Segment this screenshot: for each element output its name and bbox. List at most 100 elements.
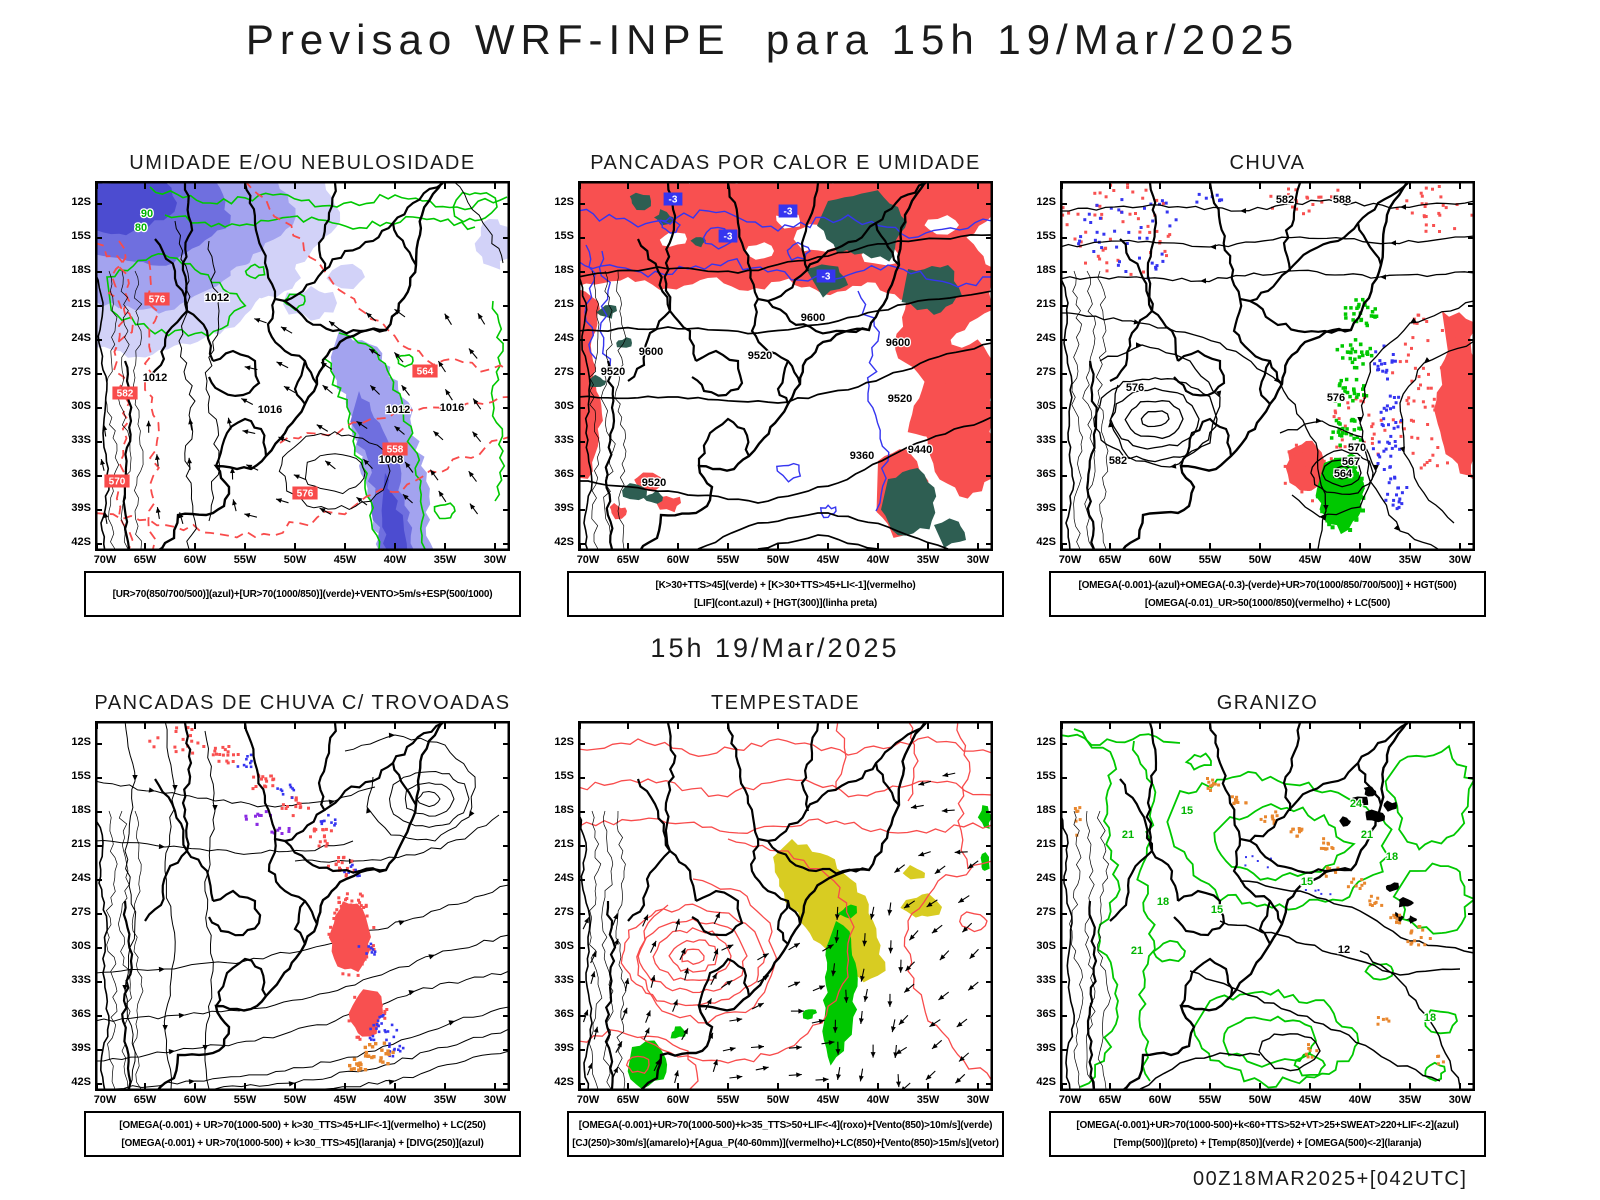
map-area: 9600 9600 9520 9600 9520 9520 9440 9360 9520 -3 -3… xyxy=(554,181,1004,617)
map-area: 582 588 576 582 576 570 567 564 12S 15S 18S 21S 24S… xyxy=(1036,181,1486,617)
lat-tick-label: 21S xyxy=(554,838,574,850)
lon-tick-label: 45W xyxy=(816,1094,840,1106)
lon-tick-label: 45W xyxy=(333,1094,357,1106)
lat-tick-label: 27S xyxy=(554,366,574,378)
legend-line: [Temp(500)](preto) + [Temp(850)](verde) … xyxy=(1113,1137,1422,1149)
contour-label: 9520 xyxy=(601,366,625,378)
lat-tick-label: 30S xyxy=(554,400,574,412)
lat-tick-label: 18S xyxy=(554,264,574,276)
lon-tick-label: 50W xyxy=(766,554,790,566)
weather-map: 15 21 24 21 18 15 18 15 21 18 12 xyxy=(1060,721,1475,1091)
lat-tick-label: 36S xyxy=(1036,468,1056,480)
lat-tick-label: 33S xyxy=(554,434,574,446)
contour-label: 576 xyxy=(149,295,166,306)
legend-line: [OMEGA(-0.001) + UR>70(1000-500) + k>30_… xyxy=(121,1137,484,1149)
lat-tick-label: 18S xyxy=(1036,804,1056,816)
legend-line: [UR>70(850/700/500)](azul)+[UR>70(1000/8… xyxy=(112,588,493,600)
model-run-label: 00Z18MAR2025+[042UTC] xyxy=(1193,1168,1468,1190)
lon-tick-label: 55W xyxy=(716,554,740,566)
lat-tick-label: 36S xyxy=(71,468,91,480)
lon-tick-label: 30W xyxy=(1448,554,1472,566)
legend-line: [OMEGA(-0.001) + UR>70(1000-500) + k>30_… xyxy=(119,1119,486,1131)
legend-line: [K>30+TTS>45](verde) + [K>30+TTS>45+LI<-… xyxy=(655,579,916,591)
legend-line: [OMEGA(-0.001)+UR>70(1000-500)+k>35_TTS>… xyxy=(578,1119,993,1131)
lat-tick-label: 15S xyxy=(71,230,91,242)
contour-label: 570 xyxy=(1348,442,1366,454)
contour-label: -3 xyxy=(669,195,678,206)
lon-tick-label: 45W xyxy=(333,554,357,566)
lat-tick-label: 42S xyxy=(71,536,91,548)
lat-tick-label: 36S xyxy=(71,1008,91,1020)
lat-tick-label: 15S xyxy=(1036,230,1056,242)
lon-tick-label: 30W xyxy=(483,1094,507,1106)
lon-tick-label: 50W xyxy=(1248,554,1272,566)
contour-label: 18 xyxy=(1386,851,1398,863)
legend-line: [OMEGA(-0.01)_UR>50(1000/850)(vermelho) … xyxy=(1144,597,1391,609)
lon-tick-label: 40W xyxy=(1348,1094,1372,1106)
contour-label: 90 xyxy=(141,208,153,220)
lon-tick-label: 30W xyxy=(483,554,507,566)
lon-tick-label: 55W xyxy=(233,554,257,566)
lat-tick-label: 18S xyxy=(554,804,574,816)
contour-label: 564 xyxy=(417,367,434,378)
lat-tick-label: 21S xyxy=(71,838,91,850)
contour-label: -3 xyxy=(822,272,831,283)
legend-box: [OMEGA(-0.001)+UR>70(1000-500)+k>35_TTS>… xyxy=(567,1111,1004,1157)
lon-tick-label: 35W xyxy=(1398,554,1422,566)
contour-label: 576 xyxy=(1126,382,1144,394)
lat-tick-label: 36S xyxy=(554,468,574,480)
contour-label: 15 xyxy=(1181,805,1193,817)
contour-label: 9440 xyxy=(908,444,932,456)
lon-tick-label: 60W xyxy=(1148,554,1172,566)
lon-tick-label: 45W xyxy=(1298,1094,1322,1106)
lat-tick-label: 33S xyxy=(71,974,91,986)
lon-tick-label: 55W xyxy=(1198,1094,1222,1106)
lon-tick-label: 35W xyxy=(916,554,940,566)
contour-label: 80 xyxy=(135,222,147,234)
lon-tick-label: 55W xyxy=(1198,554,1222,566)
lat-tick-label: 21S xyxy=(554,298,574,310)
lat-tick-label: 15S xyxy=(1036,770,1056,782)
valid-time-label: 15h 19/Mar/2025 xyxy=(650,633,900,663)
contour-label: 9600 xyxy=(886,337,910,349)
lon-tick-label: 60W xyxy=(183,554,207,566)
panel-title: PANCADAS POR CALOR E UMIDADE xyxy=(590,152,981,174)
lat-tick-label: 42S xyxy=(71,1076,91,1088)
lat-tick-label: 15S xyxy=(71,770,91,782)
map-area: 1012 1012 1016 1012 1016 1008 576 582 570 564 558 5… xyxy=(71,181,521,617)
weather-map: 1012 1012 1016 1012 1016 1008 576 582 570 564 558 5… xyxy=(95,181,510,551)
map-area: 15 21 24 21 18 15 18 15 21 18 12 12S 15S 18S 21S 24S 27… xyxy=(1036,721,1486,1157)
lon-tick-label: 45W xyxy=(1298,554,1322,566)
lon-tick-label: 45W xyxy=(816,554,840,566)
weather-map xyxy=(578,721,993,1091)
contour-label: 9600 xyxy=(801,312,825,324)
panel-trovoadas: PANCADAS DE CHUVA C/ TROVOADAS 12S 15S 18S… xyxy=(71,678,521,1157)
contour-label: 9520 xyxy=(888,393,912,405)
contour-label: 15 xyxy=(1211,904,1223,916)
lon-tick-label: 65W xyxy=(1098,554,1122,566)
lat-tick-label: 12S xyxy=(554,736,574,748)
panel-tempestade: TEMPESTADE 12S 15S 18S 21S 24S 27S 30S 33S 36S 39… xyxy=(554,678,1004,1157)
contour-label: 1016 xyxy=(440,402,464,414)
lat-tick-label: 39S xyxy=(71,1042,91,1054)
lat-tick-label: 27S xyxy=(71,906,91,918)
lon-tick-label: 50W xyxy=(283,1094,307,1106)
lat-tick-label: 30S xyxy=(1036,940,1056,952)
lat-tick-label: 24S xyxy=(71,872,91,884)
lat-tick-label: 30S xyxy=(1036,400,1056,412)
lat-tick-label: 12S xyxy=(554,196,574,208)
contour-label: 576 xyxy=(1327,392,1345,404)
lon-tick-label: 50W xyxy=(766,1094,790,1106)
contour-label: 1012 xyxy=(386,404,410,416)
lat-tick-label: 24S xyxy=(1036,332,1056,344)
lon-tick-label: 65W xyxy=(616,1094,640,1106)
lat-tick-label: 33S xyxy=(71,434,91,446)
map-area: 12S 15S 18S 21S 24S 27S 30S 33S 36S 39S 42S 70W 65W… xyxy=(554,721,1004,1157)
lat-tick-label: 15S xyxy=(554,230,574,242)
lat-tick-label: 36S xyxy=(554,1008,574,1020)
map-area: 12S 15S 18S 21S 24S 27S 30S 33S 36S 39S 42S 70W 65W… xyxy=(71,721,521,1157)
legend-line: [CJ(250)>30m/s](amarelo)+[Agua_P(40-60mm… xyxy=(572,1137,999,1149)
contour-label: 582 xyxy=(1109,455,1127,467)
weather-map xyxy=(95,721,510,1091)
